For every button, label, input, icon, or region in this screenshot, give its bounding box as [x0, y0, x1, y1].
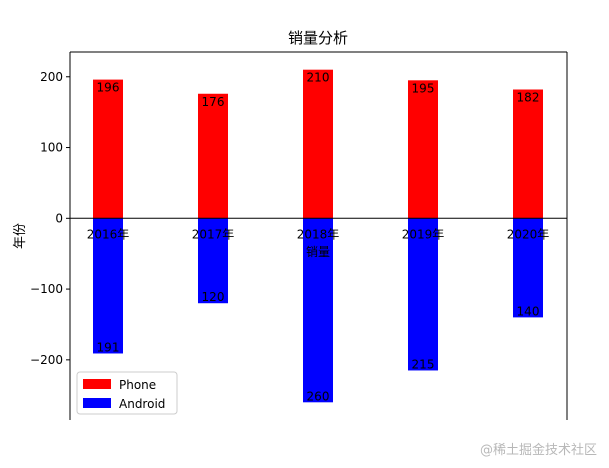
data-label-android-4: 215 — [412, 357, 435, 371]
x-tick-label-4: 2019年 — [402, 227, 445, 241]
data-label-android-1: 191 — [97, 340, 120, 354]
y-tick-label-2: 100 — [40, 141, 63, 155]
data-label-phone-1: 196 — [97, 81, 120, 95]
bar-android-3 — [303, 218, 333, 403]
x-tick-label-2: 2017年 — [192, 227, 235, 241]
x-tick-label-1: 2016年 — [87, 227, 130, 241]
data-label-phone-3: 210 — [307, 71, 330, 85]
bar-android-4 — [408, 218, 438, 371]
data-label-phone-4: 195 — [412, 81, 435, 95]
legend-swatch-android — [83, 398, 111, 408]
y-tick-label-5: −200 — [30, 353, 63, 367]
bar-phone-5 — [513, 89, 543, 219]
legend-label-android: Android — [119, 397, 165, 411]
x-tick-label-3: 2018年 — [297, 227, 340, 241]
bar-phone-1 — [93, 79, 123, 219]
bar-android-1 — [93, 218, 123, 354]
legend-label-phone: Phone — [119, 378, 156, 392]
data-label-phone-2: 176 — [202, 95, 225, 109]
bar-phone-2 — [198, 93, 228, 219]
legend-swatch-phone — [83, 379, 111, 389]
chart-title: 销量分析 — [288, 29, 348, 47]
bar-phone-3 — [303, 69, 333, 219]
data-label-phone-5: 182 — [517, 91, 540, 105]
bar-android-5 — [513, 218, 543, 318]
y-tick-label-4: −100 — [30, 282, 63, 296]
bar-android-2 — [198, 218, 228, 304]
data-label-android-3: 260 — [307, 389, 330, 403]
bar-phone-4 — [408, 80, 438, 219]
x-axis-label: 销量 — [306, 245, 330, 259]
y-tick-label-1: 200 — [40, 70, 63, 84]
y-tick-label-3: 0 — [55, 211, 63, 225]
data-label-android-2: 120 — [202, 290, 225, 304]
legend: Phone Android — [76, 371, 178, 415]
y-axis-label: 年份 — [13, 223, 28, 249]
plot-area: 200 100 0 −100 −200 2016年 2017年 2018年 2019年 2020年… — [30, 51, 568, 420]
x-tick-label-5: 2020年 — [507, 227, 550, 241]
watermark-text: @稀土掘金技术社区 — [479, 443, 597, 458]
data-label-android-5: 140 — [517, 304, 540, 318]
